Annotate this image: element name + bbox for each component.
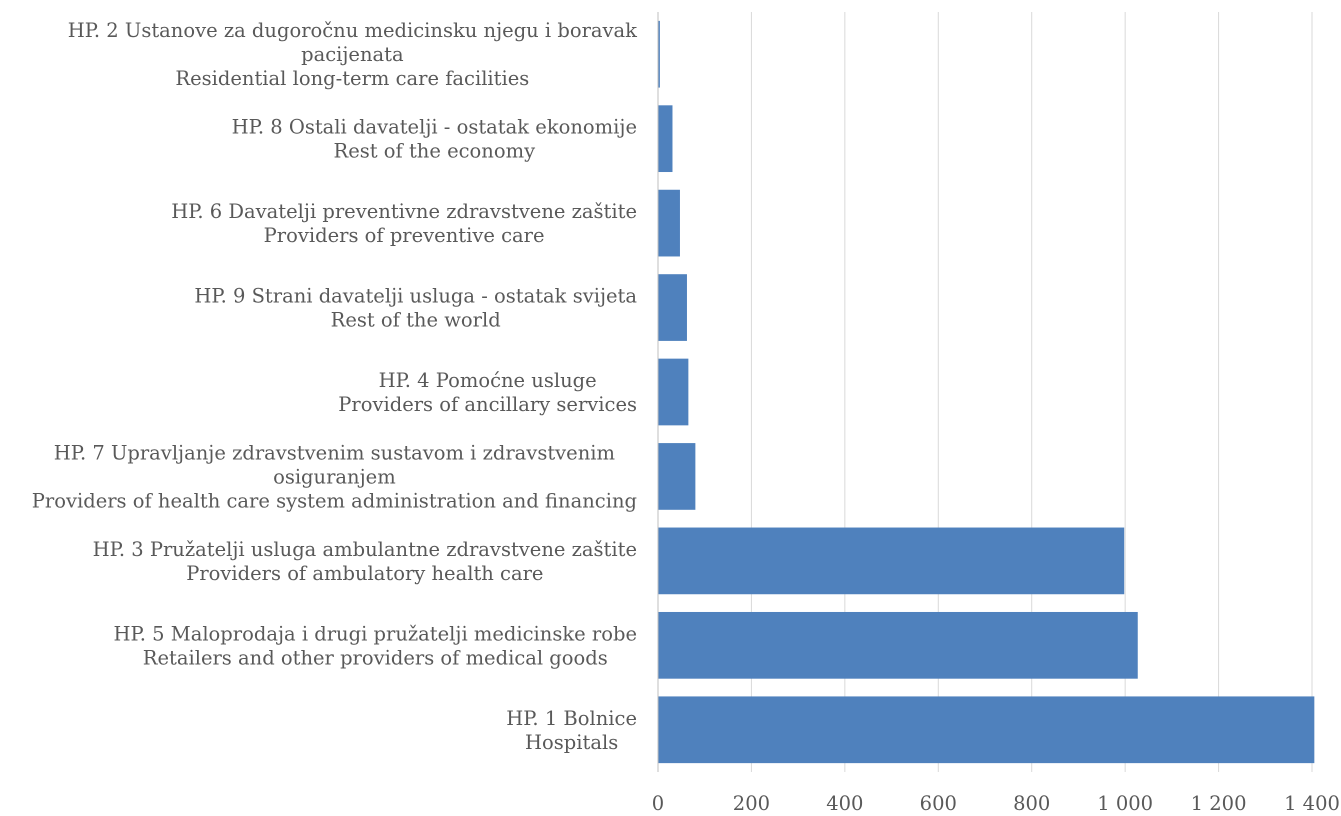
category-label-line: HP. 9 Strani davatelji usluga - ostatak … [194, 285, 637, 308]
category-label-line: Rest of the world [331, 309, 501, 332]
value-axis-ticks: 0 200 400 600 800 1 000 1 200 1 400 [652, 792, 1340, 815]
bar [658, 189, 680, 257]
category-label-line: HP. 6 Davatelji preventivne zdravstvene … [171, 200, 637, 223]
category-label: HP. 3 Pružatelji usluga ambulantne zdrav… [93, 538, 637, 585]
x-tick-label: 1 000 [1097, 792, 1153, 815]
category-label: HP. 9 Strani davatelji usluga - ostatak … [194, 285, 637, 332]
category-labels: HP. 1 Bolnice Hospitals HP. 5 Maloprodaja … [32, 19, 638, 754]
category-label-line: HP. 3 Pružatelji usluga ambulantne zdrav… [93, 538, 637, 561]
category-label-line: Residential long-term care facilities [175, 67, 529, 90]
category-label: HP. 6 Davatelji preventivne zdravstvene … [171, 200, 637, 247]
x-tick-label: 200 [733, 792, 770, 815]
x-tick-label: 1 200 [1191, 792, 1247, 815]
bar [658, 527, 1125, 595]
category-label-line: Retailers and other providers of medical… [143, 646, 608, 669]
bar [658, 443, 696, 510]
category-label-line: HP. 4 Pomoćne usluge [379, 369, 597, 392]
bar [658, 611, 1138, 679]
category-label-line: HP. 2 Ustanove za dugoročnu medicinsku n… [68, 19, 637, 42]
x-tick-label: 1 400 [1284, 792, 1340, 815]
category-label-line: HP. 5 Maloprodaja i drugi pružatelji med… [114, 622, 637, 645]
category-label: HP. 1 Bolnice Hospitals [506, 707, 637, 754]
x-tick-label: 600 [920, 792, 957, 815]
category-label-line: pacijenata [301, 43, 404, 66]
category-label-line: Providers of ambulatory health care [186, 562, 543, 585]
category-label: HP. 7 Upravljanje zdravstvenim sustavom … [32, 441, 637, 512]
category-label-line: Providers of ancillary services [338, 393, 637, 416]
category-label-line: Providers of health care system administ… [32, 489, 637, 512]
bar [658, 358, 689, 426]
category-label: HP. 8 Ostali davatelji - ostatak ekonomi… [232, 116, 637, 163]
category-label: HP. 4 Pomoćne usluge Providers of ancilla… [338, 369, 637, 416]
bars [658, 20, 1315, 764]
category-label-line: HP. 7 Upravljanje zdravstvenim sustavom … [54, 441, 615, 464]
category-label-line: osiguranjem [273, 465, 396, 488]
bar [658, 20, 660, 88]
category-label-line: HP. 1 Bolnice [506, 707, 637, 730]
category-label-line: Rest of the economy [334, 140, 536, 163]
x-tick-label: 800 [1013, 792, 1050, 815]
category-label-line: Hospitals [525, 731, 618, 754]
category-label-line: HP. 8 Ostali davatelji - ostatak ekonomi… [232, 116, 637, 139]
x-tick-label: 0 [652, 792, 664, 815]
category-label: HP. 2 Ustanove za dugoročnu medicinsku n… [68, 19, 637, 90]
bar [658, 274, 687, 341]
gridlines [750, 12, 1313, 772]
x-tick-label: 400 [826, 792, 863, 815]
bar [658, 696, 1315, 764]
category-label-line: Providers of preventive care [264, 224, 545, 247]
category-label: HP. 5 Maloprodaja i drugi pružatelji med… [114, 622, 637, 669]
bar [658, 105, 673, 173]
